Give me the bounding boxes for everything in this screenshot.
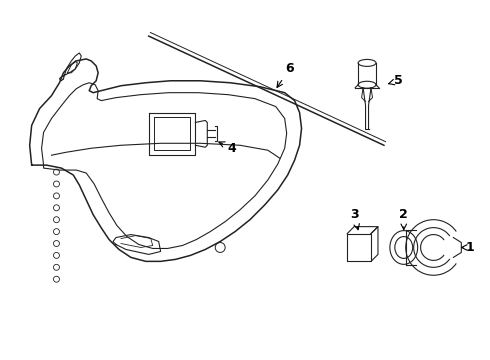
Text: 4: 4: [219, 142, 237, 155]
Text: 5: 5: [389, 74, 403, 87]
Text: 3: 3: [350, 208, 359, 230]
Text: 6: 6: [277, 62, 294, 87]
Text: 1: 1: [462, 241, 475, 254]
Text: 2: 2: [399, 208, 408, 230]
